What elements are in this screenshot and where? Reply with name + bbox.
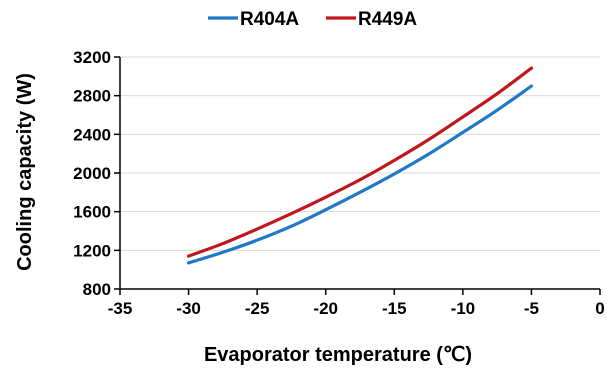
data-point-r404a xyxy=(256,239,259,242)
data-point-r404a xyxy=(461,131,464,134)
x-tick-label: -25 xyxy=(245,299,270,318)
data-point-r404a xyxy=(427,153,430,156)
series-line-r449a xyxy=(186,66,534,258)
x-tick-label: 0 xyxy=(595,299,604,318)
data-point-r404a xyxy=(324,208,327,211)
data-point-r404a xyxy=(530,84,533,87)
x-tick-label: -20 xyxy=(313,299,338,318)
data-point-r404a xyxy=(496,109,499,112)
data-point-r404a xyxy=(393,172,396,175)
data-point-r449a xyxy=(530,67,533,70)
data-point-r404a xyxy=(290,225,293,228)
tick-labels: 800 1200 1600 2000 2400 2800 3200 -35 -30 -25 -20 -… xyxy=(73,48,605,318)
x-tick-label: -10 xyxy=(451,299,476,318)
data-point-r449a xyxy=(324,196,327,199)
x-tick-label: -15 xyxy=(382,299,407,318)
data-point-r449a xyxy=(496,92,499,95)
data-point-r449a xyxy=(187,255,190,258)
x-axis-title: Evaporator temperature (℃) xyxy=(204,344,472,366)
y-tick-label: 1200 xyxy=(73,241,111,260)
gridlines xyxy=(120,56,600,251)
x-tick-label: -5 xyxy=(524,299,539,318)
y-tick-label: 2400 xyxy=(73,125,111,144)
data-point-r449a xyxy=(393,159,396,162)
legend-label-r404a: R404A xyxy=(240,9,299,30)
data-point-r404a xyxy=(221,251,224,254)
data-point-r404a xyxy=(187,261,190,264)
data-point-r449a xyxy=(290,212,293,215)
y-tick-label: 3200 xyxy=(73,48,111,67)
legend-label-r449a: R449A xyxy=(358,9,417,30)
data-point-r449a xyxy=(256,227,259,230)
series-lines xyxy=(186,66,534,265)
data-point-r449a xyxy=(427,138,430,141)
data-point-r449a xyxy=(221,242,224,245)
data-point-r449a xyxy=(358,178,361,181)
y-tick-label: 2000 xyxy=(73,164,111,183)
y-tick-label: 2800 xyxy=(73,87,111,106)
data-point-r449a xyxy=(461,115,464,118)
y-tick-label: 1600 xyxy=(73,203,111,222)
y-axis-title: Cooling capacity (W) xyxy=(14,73,36,271)
series-line-r404a xyxy=(186,84,534,265)
x-tick-label: -35 xyxy=(108,299,133,318)
data-point-r404a xyxy=(358,191,361,194)
axes xyxy=(114,56,601,295)
legend: R404A R449A xyxy=(208,9,417,30)
y-tick-label: 800 xyxy=(83,280,111,299)
x-tick-label: -30 xyxy=(176,299,201,318)
